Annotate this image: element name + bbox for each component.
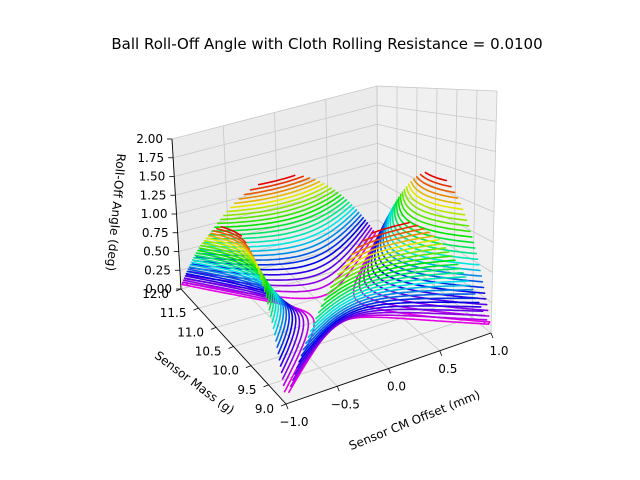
contour-level-23 xyxy=(210,178,459,256)
z-axis-label: Roll-Off Angle (deg) xyxy=(104,153,128,272)
contour-level-16 xyxy=(197,194,473,301)
right-grid-z xyxy=(377,162,495,213)
contour-level-26 xyxy=(220,171,448,237)
floor-grid-y xyxy=(268,316,473,386)
right-grid-z xyxy=(377,104,497,122)
z-tick-label: 0.50 xyxy=(143,245,170,259)
back-grid-z xyxy=(175,142,378,196)
x-tick-mark xyxy=(285,403,289,410)
back-grid-z xyxy=(174,123,378,177)
z-tick-label: 1.75 xyxy=(137,151,164,165)
y-tick-mark xyxy=(193,307,199,311)
right-grid-z xyxy=(377,181,494,243)
x-tick-label: 0.5 xyxy=(438,362,457,376)
x-tick-mark xyxy=(490,332,494,339)
right-grid-z xyxy=(377,142,495,183)
y-tick-mark xyxy=(245,365,252,369)
right-grid-z xyxy=(377,123,496,152)
chart-title: Ball Roll-Off Angle with Cloth Rolling R… xyxy=(111,35,542,53)
y-tick-label: 10.0 xyxy=(212,364,239,378)
x-tick-label: −1.0 xyxy=(279,415,308,429)
y-tick-label: 11.5 xyxy=(160,306,187,320)
x-tick-label: 0.0 xyxy=(387,380,406,394)
contour-level-25 xyxy=(216,173,452,244)
y-tick-mark xyxy=(210,326,217,330)
y-axis-label: Sensor Mass (g) xyxy=(152,348,237,417)
x-tick-mark xyxy=(336,386,340,392)
x-tick-mark xyxy=(388,368,391,374)
z-tick-label: 0.25 xyxy=(144,263,171,277)
y-tick-mark xyxy=(263,384,269,388)
z-tick-label: 0.00 xyxy=(145,282,172,296)
x-axis-label: Sensor CM Offset (mm) xyxy=(347,388,482,453)
contour-level-17 xyxy=(198,191,471,295)
x-tick-label: −0.5 xyxy=(331,397,360,411)
x-tick-mark xyxy=(439,350,443,356)
y-tick-label: 9.5 xyxy=(237,383,256,397)
right-grid-z xyxy=(376,85,498,92)
y-tick-mark xyxy=(228,346,234,349)
z-tick-label: 1.50 xyxy=(139,170,166,184)
y-tick-label: 10.5 xyxy=(195,345,222,359)
y-tick-mark xyxy=(280,403,287,407)
z-tick-label: 1.25 xyxy=(140,188,167,202)
back-grid-z xyxy=(171,85,378,140)
x-tick-label: 1.0 xyxy=(489,344,508,358)
contour-level-20 xyxy=(203,185,466,276)
z-tick-label: 1.00 xyxy=(141,207,168,221)
y-tick-label: 12.0 xyxy=(142,287,169,301)
back-grid-z xyxy=(177,181,378,234)
y-tick-label: 9.0 xyxy=(255,402,274,416)
contour-lines xyxy=(181,171,491,394)
y-tick-label: 11.0 xyxy=(177,325,204,339)
contour-level-11 xyxy=(190,206,480,332)
contour-level-18 xyxy=(200,189,470,289)
contour-level-24 xyxy=(212,176,456,250)
z-tick-label: 2.00 xyxy=(136,132,163,146)
back-grid-z xyxy=(173,104,378,159)
z-tick-label: 0.75 xyxy=(142,226,169,240)
tick-labels: −1.0 −0.5 0.0 0.5 1.0 9.0 9.5 10.0 10.5 11.0 11.5 1… xyxy=(136,132,508,429)
